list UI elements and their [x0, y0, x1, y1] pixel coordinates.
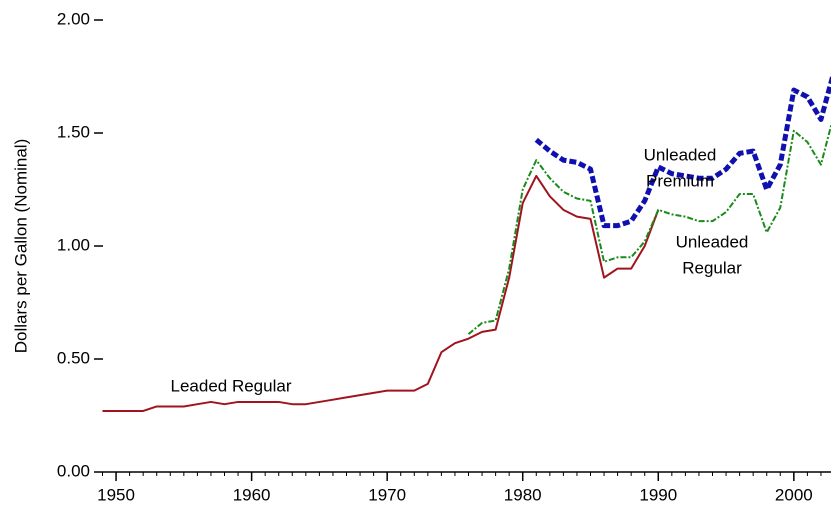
y-tick-label: 0.50: [57, 348, 90, 367]
x-tick-label: 1960: [233, 485, 271, 504]
x-tick-label: 1990: [639, 485, 677, 504]
y-tick-label: 0.00: [57, 461, 90, 480]
x-tick-label: 2000: [775, 485, 813, 504]
series-line: [467, 122, 831, 335]
y-tick-label: 2.00: [57, 9, 90, 28]
annotation: Unleaded: [644, 145, 717, 164]
annotation: Premium: [646, 171, 714, 190]
annotation: Unleaded: [676, 232, 749, 251]
x-tick-label: 1980: [504, 485, 542, 504]
y-tick-label: 1.00: [57, 235, 90, 254]
annotation: Regular: [682, 258, 742, 277]
x-tick-label: 1970: [368, 485, 406, 504]
annotation: Leaded Regular: [171, 376, 292, 395]
series-line: [102, 174, 660, 412]
series-line: [534, 73, 831, 229]
x-tick-label: 1950: [97, 485, 135, 504]
y-tick-label: 1.50: [57, 122, 90, 141]
y-axis-label: Dollars per Gallon (Nominal): [11, 139, 30, 353]
